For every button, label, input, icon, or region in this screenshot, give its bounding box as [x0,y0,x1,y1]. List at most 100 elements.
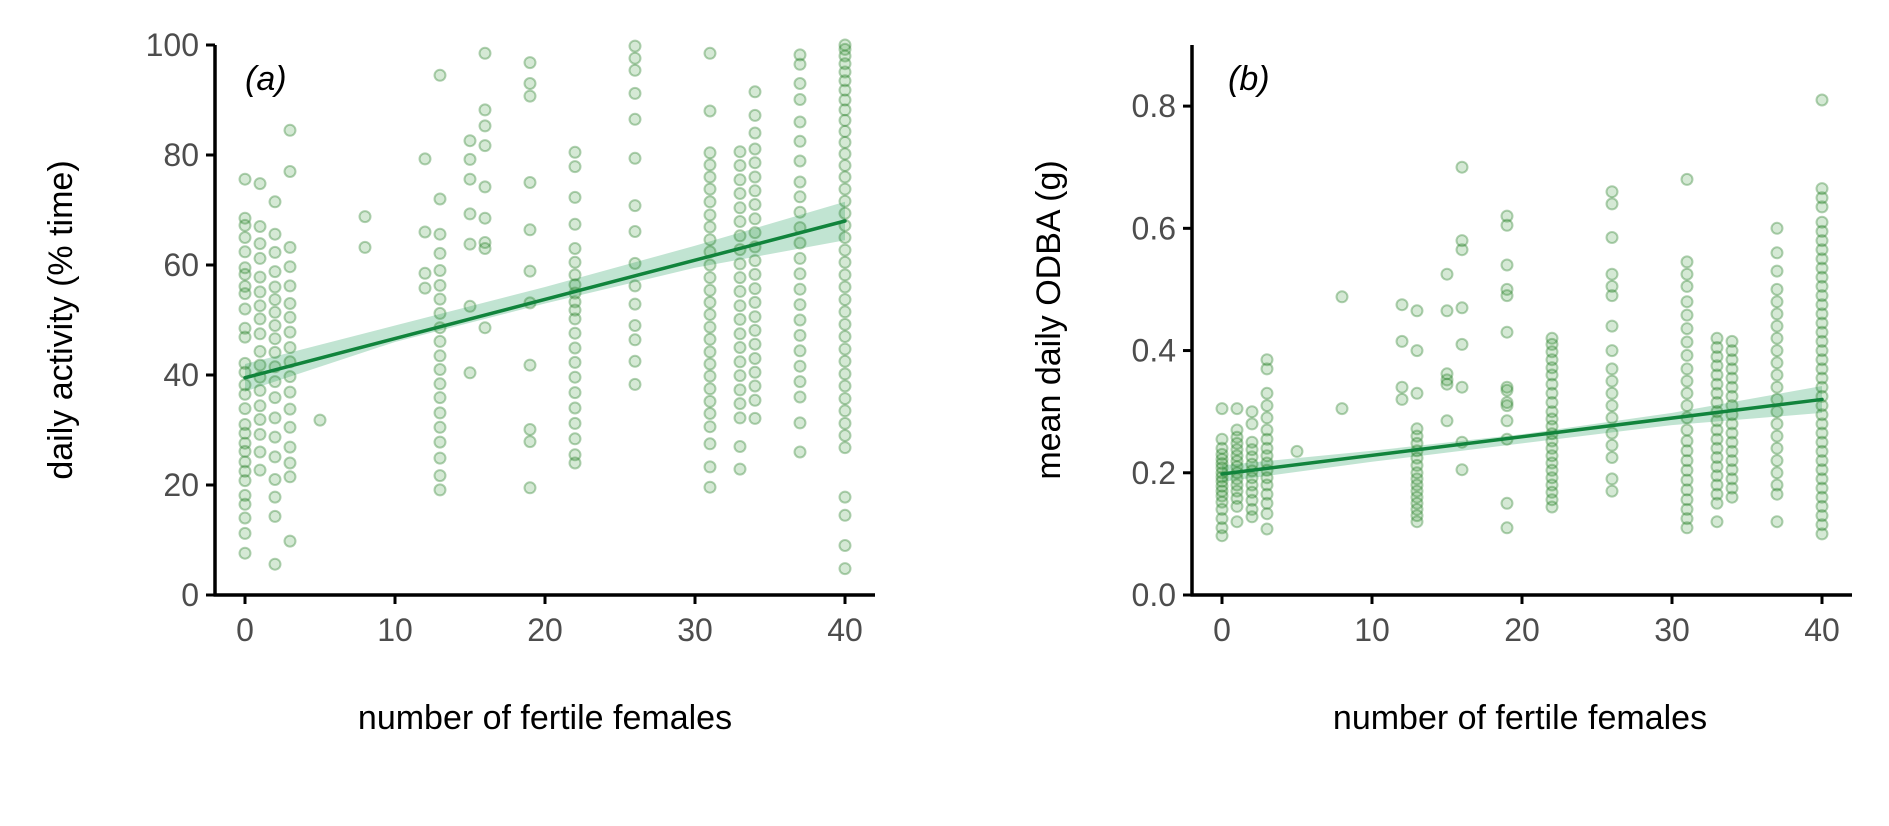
data-point [523,176,537,189]
data-point [1770,221,1784,235]
data-point [733,312,747,326]
data-point [568,432,582,446]
data-point [748,85,762,99]
data-point [1680,348,1694,362]
data-point [1710,386,1724,400]
data-point [1500,218,1514,232]
data-point [838,367,852,381]
data-point [838,305,852,319]
data-point [238,511,252,525]
data-point [1605,451,1619,464]
data-point [838,74,852,88]
data-point [1815,279,1829,293]
data-point [733,145,747,159]
axes [1190,45,1852,597]
data-point [523,56,537,70]
data-point [838,354,852,368]
data-point [1230,449,1244,463]
data-point [1710,414,1724,428]
data-point [1260,386,1274,400]
x-tick-label: 10 [1354,612,1390,648]
panel-b: 0.0 0.2 0.4 0.6 0.8 0 10 20 30 40 (b) mean daily… [1030,45,1852,737]
data-point [733,327,747,341]
data-point [463,134,477,148]
data-point [1815,417,1829,431]
data-point [1605,472,1619,486]
data-point [238,231,252,244]
axes [213,45,875,597]
data-point [1290,444,1304,458]
data-point [568,255,582,269]
data-point [748,108,762,122]
regression-line-path [243,219,847,380]
data-point [433,420,447,434]
data-point [838,206,852,220]
data-point [1770,344,1784,358]
data-point [748,365,762,379]
y-tick-label: 0.4 [1132,333,1176,369]
data-point [268,245,282,259]
data-point [268,473,282,486]
data-point [1230,484,1244,498]
data-point [793,236,807,250]
data-point [1815,353,1829,367]
x-axis-ticks: 0 10 20 30 40 [1213,595,1840,648]
data-point [523,435,537,449]
data-point [1680,362,1694,376]
data-point [568,312,582,326]
data-point [1770,319,1784,333]
data-point [838,231,852,244]
regression-line [1220,397,1824,476]
data-point [283,341,297,354]
data-point [1440,373,1454,387]
data-point [433,406,447,420]
data-point [1815,215,1829,229]
data-point [1680,473,1694,487]
y-tick-label: 0 [181,577,199,613]
data-point [1710,331,1724,345]
data-point [268,345,282,359]
x-axis-title: number of fertile females [1333,699,1707,737]
data-point [733,440,747,453]
data-point [1545,493,1559,507]
data-point [838,317,852,331]
data-point [1215,432,1229,446]
data-point [838,342,852,356]
data-point [1440,267,1454,281]
data-point [253,399,267,413]
data-point [1260,449,1274,463]
data-point [703,308,717,321]
data-point [238,444,252,458]
data-point [733,201,747,215]
data-point [1815,200,1829,214]
data-point [1770,405,1784,419]
data-point [748,352,762,365]
data-point [283,402,297,416]
data-point [433,264,447,277]
data-point [748,310,762,324]
data-point [628,225,642,238]
data-point [703,170,717,184]
data-point [253,413,267,426]
data-point [1410,466,1424,480]
data-point [1815,408,1829,422]
data-point [703,394,717,408]
data-point [1545,386,1559,400]
data-point [433,363,447,376]
data-point [1815,454,1829,468]
data-point [268,293,282,307]
data-point [253,177,267,191]
data-point [1815,362,1829,376]
data-point [568,242,582,255]
data-point [628,199,642,213]
data-point [313,413,327,427]
data-point [1815,371,1829,385]
data-point [268,305,282,319]
data-point [568,217,582,231]
data-point [238,267,252,281]
data-point [1680,267,1694,281]
data-point [238,356,252,370]
data-point [1815,307,1829,321]
data-point [1500,380,1514,394]
data-point [283,325,297,339]
